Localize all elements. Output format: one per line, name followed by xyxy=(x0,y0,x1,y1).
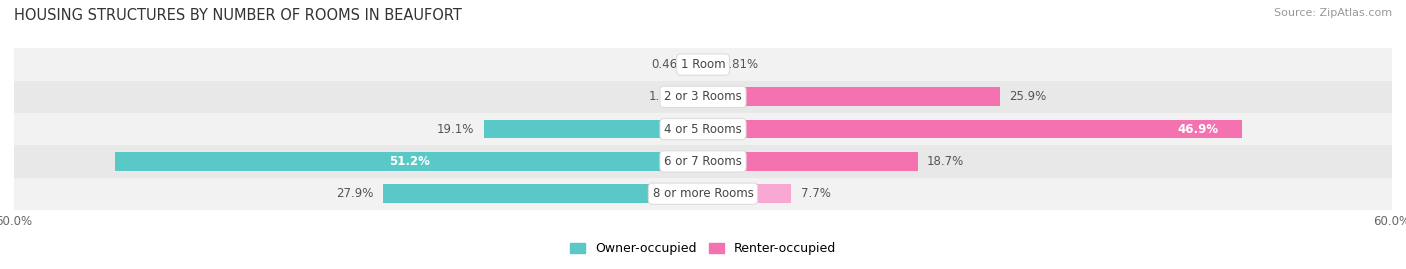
Text: 7.7%: 7.7% xyxy=(800,187,831,200)
Bar xyxy=(697,55,703,74)
Bar xyxy=(14,48,1392,81)
Text: 18.7%: 18.7% xyxy=(927,155,965,168)
Bar xyxy=(703,184,792,203)
Bar xyxy=(382,184,703,203)
Bar xyxy=(115,152,703,171)
Text: 1 Room: 1 Room xyxy=(681,58,725,71)
Text: 46.9%: 46.9% xyxy=(1177,123,1219,136)
Text: 8 or more Rooms: 8 or more Rooms xyxy=(652,187,754,200)
Text: 4 or 5 Rooms: 4 or 5 Rooms xyxy=(664,123,742,136)
Bar xyxy=(14,81,1392,113)
Legend: Owner-occupied, Renter-occupied: Owner-occupied, Renter-occupied xyxy=(565,237,841,260)
Bar xyxy=(703,152,918,171)
Bar xyxy=(703,87,1001,106)
Bar xyxy=(14,145,1392,178)
Text: 6 or 7 Rooms: 6 or 7 Rooms xyxy=(664,155,742,168)
Text: 19.1%: 19.1% xyxy=(437,123,474,136)
Text: 27.9%: 27.9% xyxy=(336,187,374,200)
Text: 0.46%: 0.46% xyxy=(651,58,689,71)
Bar xyxy=(688,87,703,106)
Bar xyxy=(14,113,1392,145)
Text: 25.9%: 25.9% xyxy=(1010,90,1047,103)
Text: 2 or 3 Rooms: 2 or 3 Rooms xyxy=(664,90,742,103)
Bar xyxy=(14,178,1392,210)
Text: HOUSING STRUCTURES BY NUMBER OF ROOMS IN BEAUFORT: HOUSING STRUCTURES BY NUMBER OF ROOMS IN… xyxy=(14,8,463,23)
Text: 1.3%: 1.3% xyxy=(650,90,679,103)
Bar xyxy=(484,120,703,139)
Text: 51.2%: 51.2% xyxy=(388,155,429,168)
Bar xyxy=(703,120,1241,139)
Bar xyxy=(703,55,713,74)
Text: Source: ZipAtlas.com: Source: ZipAtlas.com xyxy=(1274,8,1392,18)
Text: 0.81%: 0.81% xyxy=(721,58,759,71)
